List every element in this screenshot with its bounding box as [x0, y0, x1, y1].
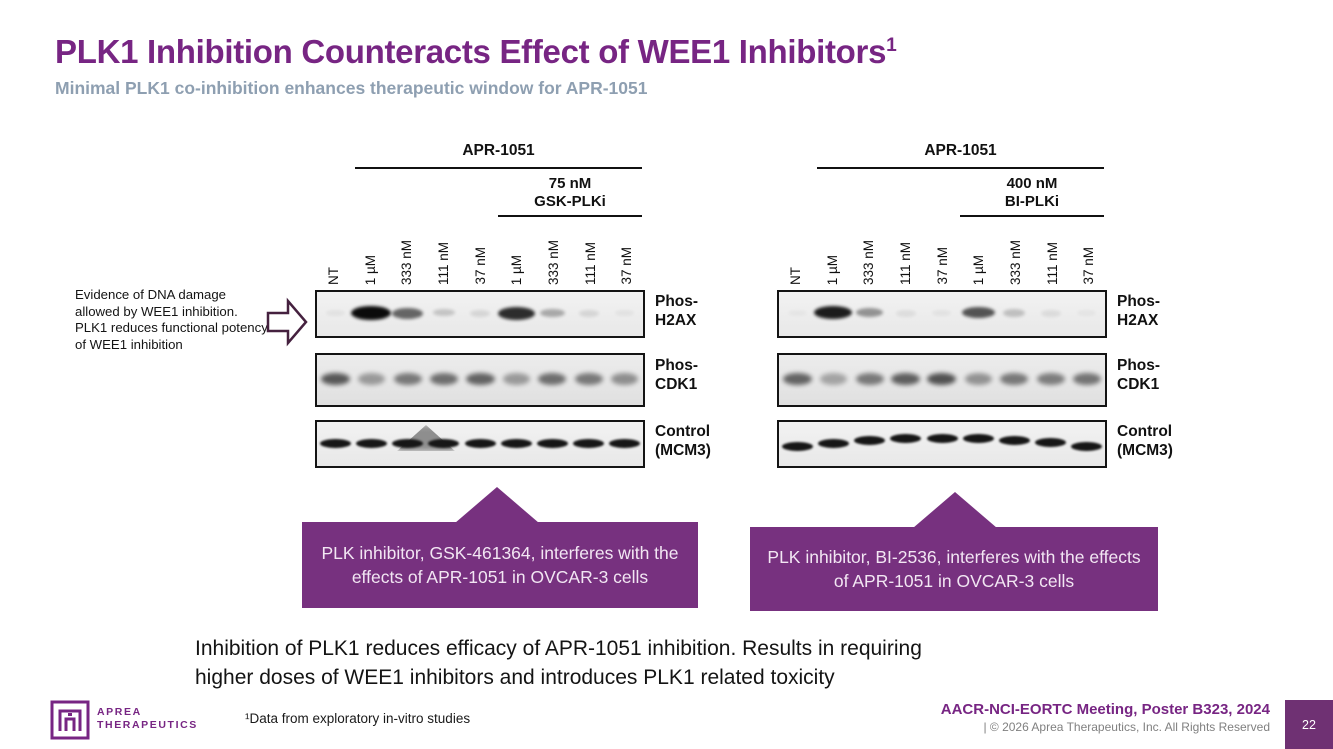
lane-label: 37 nM: [935, 247, 950, 285]
callout-pointer-triangle: [455, 487, 539, 523]
lane-label: NT: [326, 267, 341, 285]
blot-row-label: Phos- CDK1: [1117, 357, 1161, 393]
lane-label: 1 µM: [825, 254, 840, 285]
blot-row-label: Phos- H2AX: [655, 293, 699, 329]
blot-row-label: Phos- CDK1: [655, 357, 699, 393]
lane-label: 111 nM: [583, 241, 598, 285]
combo-header-line: [498, 215, 642, 217]
combo-header: 400 nM BI-PLKi: [960, 175, 1104, 211]
western-blot-panel-gsk: APR-1051 75 nM GSK-PLKi NT 1 µM 333 nM 1…: [315, 135, 711, 480]
aprea-therapeutics-logo-icon: [50, 700, 90, 740]
callout-gsk: PLK inhibitor, GSK-461364, interferes wi…: [302, 522, 698, 608]
combo-drug: GSK-PLKi: [534, 193, 606, 210]
page-title: PLK1 Inhibition Counteracts Effect of WE…: [55, 33, 897, 71]
lane-label: 333 nM: [546, 239, 561, 285]
drug-header-line: [817, 167, 1104, 169]
copyright-notice: | © 2026 Aprea Therapeutics, Inc. All Ri…: [983, 720, 1270, 734]
blot-control-mcm3: [777, 420, 1107, 468]
footer-meeting-block: AACR-NCI-EORTC Meeting, Poster B323, 202…: [941, 701, 1270, 734]
lane-label: 111 nM: [436, 241, 451, 285]
page-title-text: PLK1 Inhibition Counteracts Effect of WE…: [55, 33, 887, 70]
drug-header: APR-1051: [924, 142, 997, 159]
logo-wordmark: APREA THERAPEUTICS: [97, 706, 198, 731]
blot-phos-cdk1: [777, 353, 1107, 407]
lane-label: 37 nM: [473, 247, 488, 285]
lane-label: NT: [788, 267, 803, 285]
meeting-reference: AACR-NCI-EORTC Meeting, Poster B323, 202…: [940, 701, 1270, 718]
lane-label: 37 nM: [619, 247, 634, 285]
blot-control-mcm3: [315, 420, 645, 468]
drug-header: APR-1051: [462, 142, 535, 159]
combo-header: 75 nM GSK-PLKi: [498, 175, 642, 211]
lane-label: 111 nM: [898, 241, 913, 285]
lane-label: 333 nM: [1008, 239, 1023, 285]
drug-header-line: [355, 167, 642, 169]
blot-phos-h2ax: [777, 290, 1107, 338]
lane-label: 1 µM: [509, 254, 524, 285]
blot-phos-cdk1: [315, 353, 645, 407]
footnote: ¹Data from exploratory in-vitro studies: [245, 711, 471, 726]
combo-header-line: [960, 215, 1104, 217]
blot-phos-h2ax: [315, 290, 645, 338]
blot-row-label: Control (MCM3): [1117, 423, 1173, 459]
callout-pointer-triangle: [913, 492, 997, 528]
lane-label: 333 nM: [861, 239, 876, 285]
conclusion-text: Inhibition of PLK1 reduces efficacy of A…: [195, 637, 922, 689]
western-blot-panel-bi: APR-1051 400 nM BI-PLKi NT 1 µM 333 nM 1…: [777, 135, 1173, 480]
callout-bi: PLK inhibitor, BI-2536, interferes with …: [750, 527, 1158, 611]
lane-label: 1 µM: [363, 254, 378, 285]
lane-label: 111 nM: [1045, 241, 1060, 285]
combo-drug: BI-PLKi: [1004, 193, 1060, 210]
block-arrow-right-icon: [266, 297, 308, 347]
dna-damage-annotation: Evidence of DNA damage allowed by WEE1 i…: [75, 287, 268, 352]
page-number-badge: 22: [1285, 700, 1333, 749]
title-footnote-marker: 1: [886, 35, 897, 56]
blot-row-label: Phos- H2AX: [1117, 293, 1161, 329]
combo-dose: 75 nM: [548, 175, 592, 192]
lane-label: 37 nM: [1081, 247, 1096, 285]
lane-label: 333 nM: [399, 239, 414, 285]
lane-label: 1 µM: [971, 254, 986, 285]
blot-row-label: Control (MCM3): [655, 423, 711, 459]
page-subtitle: Minimal PLK1 co-inhibition enhances ther…: [55, 78, 648, 98]
combo-dose: 400 nM: [1006, 175, 1058, 192]
